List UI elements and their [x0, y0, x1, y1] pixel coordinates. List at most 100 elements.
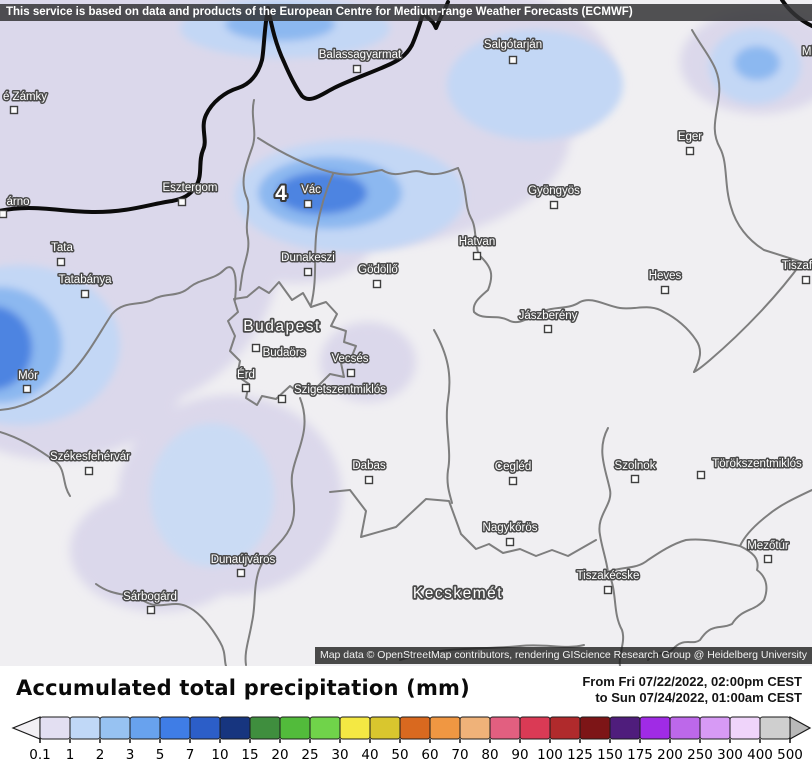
city-marker [763, 554, 773, 564]
city-marker [364, 475, 374, 485]
city-label: Tiszaf [782, 260, 812, 272]
city-label: Szolnok [615, 460, 656, 472]
city-marker [508, 55, 518, 65]
map-attribution-text: Map data © OpenStreetMap contributors, r… [319, 649, 807, 661]
city-layer: é Zámky árno Esztergom Balassagyarmat Salgót… [0, 38, 812, 615]
city-marker [549, 200, 559, 210]
city-marker [352, 64, 362, 74]
city-label: é Zámky [3, 91, 47, 103]
city-label: Vecsés [331, 353, 368, 365]
city-label: Sárbogárd [123, 591, 177, 603]
city-label: Cegléd [495, 461, 531, 473]
scale-cells [39, 716, 791, 740]
city-label: Jászberény [519, 310, 578, 322]
scale-value: 30 [331, 747, 348, 763]
city-marker [801, 275, 811, 285]
scale-cell [99, 716, 131, 740]
city-marker [505, 537, 515, 547]
city-label: Gödöllő [358, 264, 398, 276]
city-marker [84, 466, 94, 476]
scale-cell [339, 716, 371, 740]
city-marker [696, 470, 706, 480]
scale-cell [669, 716, 701, 740]
city-label: Dunakeszi [281, 252, 335, 264]
city-label: Balassagyarmat [319, 49, 402, 61]
city-label: Szigetszentmiklós [294, 384, 386, 396]
city-marker [472, 251, 482, 261]
legend-period-to: to Sun 07/24/2022, 01:00am CEST [595, 690, 802, 705]
precip-value-label: 4 [275, 182, 287, 205]
city-label: Érd [237, 368, 255, 381]
scale-cell [699, 716, 731, 740]
city-marker [177, 197, 187, 207]
city-marker [241, 383, 251, 393]
city-label: Kecskemét [413, 585, 503, 602]
city-marker [22, 384, 32, 394]
scale-arrow-left [11, 716, 41, 740]
scale-value: 5 [156, 747, 165, 763]
scale-value: 3 [126, 747, 135, 763]
scale-value: 70 [451, 747, 468, 763]
city-label: Mezőtúr [747, 540, 789, 552]
precip-layer-blue [0, 0, 801, 567]
city-marker [251, 343, 261, 353]
legend-panel: Accumulated total precipitation (mm) Fro… [0, 666, 812, 768]
ecmwf-banner: This service is based on data and produc… [0, 4, 812, 21]
scale-cell [249, 716, 281, 740]
scale-cell [219, 716, 251, 740]
scale-cell [39, 716, 71, 740]
scale-value: 7 [186, 747, 195, 763]
scale-cell [519, 716, 551, 740]
scale-value: 250 [687, 747, 713, 763]
city-label: Budapest [243, 318, 321, 335]
scale-value: 90 [511, 747, 528, 763]
precipitation-scale: 0.1 1 2 3 5 7 10 15 20 25 30 40 50 60 70 80 90 100 125 150 1… [11, 715, 812, 763]
scale-value: 100 [537, 747, 563, 763]
city-label: árno [6, 196, 29, 208]
city-marker [277, 394, 287, 404]
ecmwf-banner-text: This service is based on data and produc… [6, 6, 633, 18]
scale-value: 200 [657, 747, 683, 763]
scale-value: 60 [421, 747, 438, 763]
city-marker [660, 285, 670, 295]
city-label: Esztergom [163, 182, 218, 194]
city-label: Heves [649, 270, 682, 282]
city-marker [80, 289, 90, 299]
scale-cell [309, 716, 341, 740]
scale-cell [549, 716, 581, 740]
scale-cell [759, 716, 791, 740]
scale-value: 40 [361, 747, 378, 763]
scale-cell [159, 716, 191, 740]
county-borders [0, 29, 812, 666]
city-marker [372, 279, 382, 289]
scale-value: 25 [301, 747, 318, 763]
weather-map[interactable]: é Zámky árno Esztergom Balassagyarmat Salgót… [0, 0, 812, 666]
city-marker [146, 605, 156, 615]
city-label: Nagykőrös [483, 522, 538, 534]
legend-period-from: From Fri 07/22/2022, 02:00pm CEST [582, 674, 802, 689]
scale-cell [639, 716, 671, 740]
scale-cell [69, 716, 101, 740]
city-marker [630, 474, 640, 484]
city-marker [303, 199, 313, 209]
scale-cell [189, 716, 221, 740]
scale-value: 150 [597, 747, 623, 763]
scale-arrow-right [789, 715, 812, 741]
scale-value: 10 [211, 747, 228, 763]
scale-value: 50 [391, 747, 408, 763]
city-label: Mi [802, 46, 812, 58]
scale-cell [729, 716, 761, 740]
city-marker [303, 267, 313, 277]
legend-period: From Fri 07/22/2022, 02:00pm CEST to Sun… [582, 674, 802, 706]
scale-value: 2 [96, 747, 105, 763]
scale-value: 15 [241, 747, 258, 763]
city-label: Salgótarján [484, 39, 542, 51]
scale-cell [429, 716, 461, 740]
scale-value: 300 [717, 747, 743, 763]
scale-value: 400 [747, 747, 773, 763]
scale-value: 175 [627, 747, 653, 763]
city-marker [9, 105, 19, 115]
city-label: Székesfehérvár [50, 451, 130, 463]
city-marker [56, 257, 66, 267]
scale-labels: 0.1 1 2 3 5 7 10 15 20 25 30 40 50 60 70 80 90 100 125 150 1… [29, 739, 803, 763]
